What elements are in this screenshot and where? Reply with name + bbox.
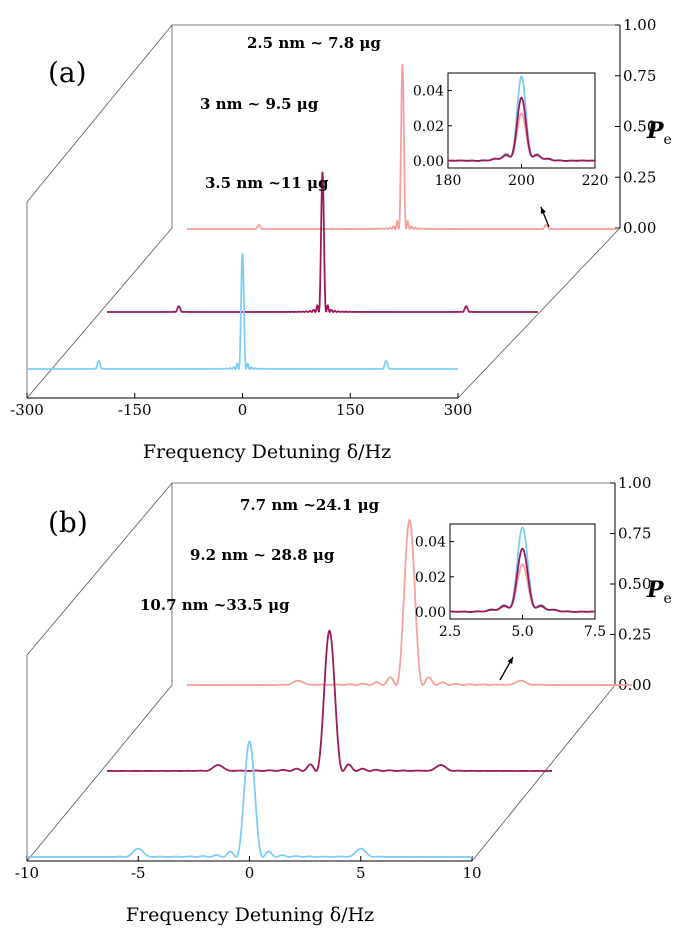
floor-left-edge bbox=[26, 684, 173, 862]
z-tick-label: 0.25 bbox=[618, 626, 651, 644]
x-tick-label: 0 bbox=[245, 864, 255, 882]
x-tick-label: 10 bbox=[462, 864, 481, 882]
series-label: 9.2 nm ~ 28.8 μg bbox=[190, 546, 335, 564]
inset-x-tick-label: 5.0 bbox=[511, 624, 533, 640]
x-tick-label: 300 bbox=[444, 401, 473, 419]
z-axis-title: Pe bbox=[646, 577, 672, 607]
z-tick-label: 1.00 bbox=[618, 474, 651, 492]
x-tick-label: 5 bbox=[356, 864, 366, 882]
z-tick-label: 0.75 bbox=[618, 525, 651, 543]
inset-frame bbox=[447, 72, 596, 169]
series-label: 7.7 nm ~24.1 μg bbox=[240, 496, 380, 514]
inset-series-trace bbox=[447, 96, 596, 162]
inset-series-trace bbox=[450, 547, 595, 613]
z-tick-label: 0.75 bbox=[623, 67, 656, 85]
x-tick-label: -300 bbox=[10, 401, 44, 419]
series-trace bbox=[187, 518, 632, 686]
series-trace bbox=[107, 171, 538, 314]
z-tick-label: 0.25 bbox=[623, 168, 656, 186]
inset: 180 200 220 0.00 0.02 0.04 bbox=[413, 72, 609, 189]
series-label: 3 nm ~ 9.5 μg bbox=[200, 95, 319, 113]
x-tick-label: -150 bbox=[118, 401, 152, 419]
top-left-edge bbox=[26, 24, 173, 203]
z-axis-title-symbol: P bbox=[646, 577, 665, 603]
inset-x-tick-label: 180 bbox=[435, 173, 462, 189]
inset-y-tick-label: 0.04 bbox=[415, 535, 446, 551]
inset: 2.5 5.0 7.5 0.00 0.02 0.04 bbox=[415, 523, 606, 640]
floor-left-edge bbox=[26, 227, 173, 399]
z-tick-label: 0.00 bbox=[623, 219, 656, 237]
z-axis-title-symbol: P bbox=[646, 118, 665, 144]
inset-arrow-head bbox=[540, 207, 546, 214]
inset-y-tick-label: 0.00 bbox=[415, 605, 446, 621]
z-tick-label: 0.50 bbox=[618, 575, 651, 593]
inset-arrow-head bbox=[507, 657, 513, 664]
z-tick-label: 0.50 bbox=[623, 118, 656, 136]
x-tick-label: -5 bbox=[131, 864, 146, 882]
series-trace bbox=[27, 253, 458, 371]
x-tick-label: -10 bbox=[15, 864, 39, 882]
inset-y-tick-label: 0.02 bbox=[413, 119, 444, 135]
inset-y-tick-label: 0.04 bbox=[413, 84, 444, 100]
z-axis-title: Pe bbox=[646, 118, 672, 148]
series-label: 2.5 nm ~ 7.8 μg bbox=[247, 34, 381, 52]
panel-a: -300 -150 0 150 300 Frequency Detuning δ/Hz 0.… bbox=[10, 16, 672, 463]
panel-label: (b) bbox=[48, 506, 88, 539]
z-tick-label: 0.00 bbox=[618, 676, 651, 694]
series-label: 10.7 nm ~33.5 μg bbox=[140, 596, 290, 614]
z-axis-title-subscript: e bbox=[664, 132, 672, 148]
panel-b: -10 -5 0 5 10 Frequency Detuning δ/Hz 0.00 0.25… bbox=[15, 474, 672, 926]
series-label: 3.5 nm ~11 μg bbox=[205, 174, 329, 192]
inset-x-tick-label: 200 bbox=[508, 173, 535, 189]
series-trace bbox=[106, 629, 553, 772]
panel-label: (a) bbox=[48, 56, 87, 89]
z-axis-title-subscript: e bbox=[664, 591, 672, 607]
floor-right-edge bbox=[471, 684, 616, 862]
x-axis-title: Frequency Detuning δ/Hz bbox=[143, 441, 391, 463]
inset-x-tick-label: 220 bbox=[582, 173, 609, 189]
x-axis-title: Frequency Detuning δ/Hz bbox=[126, 904, 374, 926]
inset-y-tick-label: 0.00 bbox=[413, 154, 444, 170]
series-trace bbox=[187, 63, 618, 231]
inset-x-tick-label: 2.5 bbox=[439, 624, 461, 640]
inset-x-tick-label: 7.5 bbox=[584, 624, 606, 640]
floor-right-edge bbox=[457, 227, 621, 399]
inset-y-tick-label: 0.02 bbox=[415, 570, 446, 586]
inset-frame bbox=[449, 523, 596, 620]
top-left-edge bbox=[26, 482, 173, 656]
x-tick-label: 0 bbox=[238, 401, 248, 419]
z-tick-label: 1.00 bbox=[623, 16, 656, 34]
x-tick-label: 150 bbox=[336, 401, 365, 419]
series-trace bbox=[27, 740, 472, 858]
